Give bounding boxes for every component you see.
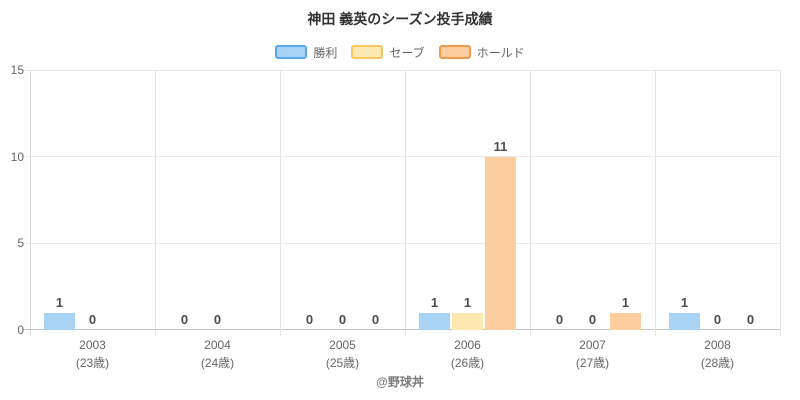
value-label-wins-2003: 1 [55, 295, 64, 310]
legend: 勝利 セーブ ホールド [0, 43, 800, 61]
legend-item-wins[interactable]: 勝利 [275, 44, 337, 61]
category-boundary-6 [779, 70, 781, 336]
bar-wins-2006[interactable] [419, 313, 450, 330]
value-label-wins-2008: 1 [680, 295, 689, 310]
x-tick-year: 2008 [704, 338, 731, 352]
x-tick-age: (26歳) [450, 356, 485, 370]
x-tick-age: (27歳) [575, 356, 610, 370]
x-tick-2005: 2005 (25歳) [280, 336, 405, 372]
x-axis-line [22, 329, 780, 330]
y-axis-line [30, 70, 31, 336]
y-tick-label-15: 15 [10, 63, 24, 77]
gridline-y5 [22, 242, 780, 244]
category-boundary-1 [154, 70, 156, 336]
x-tick-2008: 2008 (28歳) [655, 336, 780, 372]
value-label-wins-2007: 0 [555, 312, 564, 327]
bar-holds-2007[interactable] [610, 313, 641, 330]
legend-label-holds: ホールド [476, 45, 525, 60]
value-label-holds-2005: 0 [371, 312, 380, 327]
legend-label-saves: セーブ [389, 45, 425, 60]
legend-item-saves[interactable]: セーブ [351, 44, 425, 61]
y-tick-label-0: 0 [17, 323, 24, 337]
value-label-wins-2005: 0 [305, 312, 314, 327]
x-tick-year: 2004 [204, 338, 231, 352]
legend-swatch-wins [275, 45, 308, 59]
x-tick-2004: 2004 (24歳) [155, 336, 280, 372]
chart-title: 神田 義英のシーズン投手成績 [307, 11, 493, 27]
value-label-saves-2005: 0 [338, 312, 347, 327]
value-label-saves-2007: 0 [588, 312, 597, 327]
x-tick-2007: 2007 (27歳) [530, 336, 655, 372]
x-tick-year: 2007 [579, 338, 606, 352]
value-label-saves-2008: 0 [713, 312, 722, 327]
x-tick-2006: 2006 (26歳) [405, 336, 530, 372]
legend-item-holds[interactable]: ホールド [438, 44, 525, 61]
value-label-saves-2004: 0 [213, 312, 222, 327]
value-label-holds-2008: 0 [746, 312, 755, 327]
x-tick-year: 2003 [79, 338, 106, 352]
x-tick-year: 2005 [329, 338, 356, 352]
bar-saves-2006[interactable] [452, 313, 483, 330]
x-tick-age: (24歳) [200, 356, 235, 370]
bar-wins-2003[interactable] [44, 313, 75, 330]
plot-area: 1 0 0 1 0 1 0 0 0 1 0 0 0 11 1 0 [22, 69, 781, 336]
x-tick-age: (23歳) [75, 356, 110, 370]
value-label-saves-2003: 0 [88, 312, 97, 327]
y-tick-label-5: 5 [17, 236, 24, 251]
value-label-holds-2007: 1 [621, 295, 630, 310]
x-tick-age: (25歳) [325, 356, 360, 370]
legend-label-wins: 勝利 [313, 45, 338, 60]
value-label-holds-2006: 11 [493, 139, 508, 154]
x-tick-age: (28歳) [700, 356, 735, 370]
category-boundary-5 [654, 70, 656, 336]
category-boundary-2 [279, 70, 281, 336]
category-boundary-4 [529, 70, 531, 336]
gridline-y15 [22, 69, 780, 71]
bar-holds-2006[interactable] [485, 157, 516, 330]
bar-wins-2008[interactable] [669, 313, 700, 330]
legend-swatch-holds [438, 45, 471, 59]
category-boundary-3 [404, 70, 406, 336]
value-label-wins-2006: 1 [430, 295, 439, 310]
value-label-wins-2004: 0 [180, 312, 189, 327]
x-tick-year: 2006 [454, 338, 481, 352]
watermark-text: @野球丼 [376, 375, 424, 389]
value-label-saves-2006: 1 [463, 295, 472, 310]
y-tick-label-10: 10 [10, 149, 24, 164]
legend-swatch-saves [351, 45, 384, 59]
x-tick-2003: 2003 (23歳) [30, 336, 155, 372]
gridline-y10 [22, 156, 780, 158]
